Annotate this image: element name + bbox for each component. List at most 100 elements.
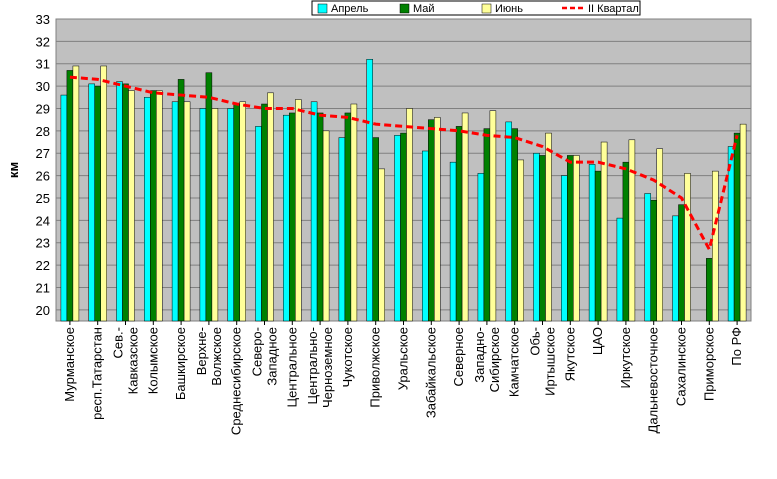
bar-1-7 xyxy=(227,108,234,322)
bar-2-1 xyxy=(66,70,74,322)
y-tick-label: 33 xyxy=(36,12,50,27)
bar-3-16 xyxy=(489,110,497,322)
bar-2-4 xyxy=(150,90,157,322)
bar-2-10 xyxy=(316,112,324,322)
category-label: Северо-Западное xyxy=(250,327,280,386)
category-label: Чукотское xyxy=(340,327,355,388)
y-tick-label: 23 xyxy=(36,236,50,251)
bar-3-1 xyxy=(72,65,80,322)
y-tick-label: 32 xyxy=(36,34,50,49)
bar-1-2 xyxy=(88,83,95,322)
bar-1-16 xyxy=(477,173,485,322)
bar-1-17 xyxy=(505,121,512,322)
bar-1-8 xyxy=(255,126,262,322)
bar-2-22 xyxy=(650,199,657,322)
bar-2-23 xyxy=(678,204,685,322)
category-label: Верхне-Волжское xyxy=(194,327,224,386)
category-label: По РФ xyxy=(729,327,744,366)
bar-1-13 xyxy=(394,135,401,322)
bar-3-23 xyxy=(684,173,691,322)
category-label: Приморское xyxy=(701,327,716,401)
bar-2-15 xyxy=(455,126,463,322)
category-label: Среднесибирское xyxy=(229,327,244,435)
bar-2-3 xyxy=(122,83,129,322)
bar-series xyxy=(60,59,747,322)
legend: Апрель Май Июнь II Квартал xyxy=(311,0,641,16)
y-tick-label: 27 xyxy=(36,146,50,161)
y-tick-label: 21 xyxy=(36,280,50,295)
y-tick-label: 29 xyxy=(36,101,50,116)
category-label: Иркутское xyxy=(618,327,633,389)
bar-3-22 xyxy=(656,148,663,322)
bar-2-11 xyxy=(344,112,352,322)
y-tick-label: 24 xyxy=(36,213,50,228)
bar-1-9 xyxy=(283,114,290,322)
bar-2-25 xyxy=(733,132,741,322)
bar-2-7 xyxy=(233,103,240,322)
bar-3-15 xyxy=(461,112,469,322)
category-label: Центрально-Черноземное xyxy=(305,327,335,408)
bar-2-16 xyxy=(483,128,491,322)
y-tick-label: 25 xyxy=(36,191,50,206)
bar-1-15 xyxy=(449,161,457,322)
bar-1-23 xyxy=(672,215,679,322)
x-axis-labels: Мурманское респ.Татарстан Сев.-Кавказское К… xyxy=(62,321,744,435)
bar-1-3 xyxy=(116,81,123,322)
bar-2-2 xyxy=(94,85,101,322)
bar-3-13 xyxy=(406,108,413,322)
bar-2-14 xyxy=(428,119,435,322)
bar-3-18 xyxy=(545,132,552,322)
bar-1-22 xyxy=(644,193,651,322)
category-label: Обь-Иртышское xyxy=(528,327,558,396)
category-label: Камчатское xyxy=(507,327,522,397)
bar-2-19 xyxy=(567,155,574,322)
category-label: Забайкальское xyxy=(423,327,438,418)
category-label: Северное xyxy=(451,327,466,386)
bar-2-17 xyxy=(511,128,518,322)
bar-2-5 xyxy=(177,79,185,322)
bar-3-25 xyxy=(739,123,747,322)
bar-2-21 xyxy=(622,161,630,322)
y-axis-ticks: 20 21 22 23 24 25 26 27 28 29 30 31 32 33 xyxy=(36,12,50,318)
y-axis-label: км xyxy=(6,162,21,178)
legend-label: Июнь xyxy=(495,3,523,15)
y-tick-label: 22 xyxy=(36,258,50,273)
bar-3-4 xyxy=(156,90,163,322)
bar-1-19 xyxy=(561,175,568,322)
bar-1-12 xyxy=(366,59,373,322)
category-label: Сев.-Кавказское xyxy=(111,327,141,394)
category-label: Западно-Сибирское xyxy=(472,327,502,392)
bar-3-5 xyxy=(183,101,191,322)
bar-2-8 xyxy=(261,103,268,322)
bar-3-2 xyxy=(100,65,107,322)
bar-2-6 xyxy=(205,72,213,322)
category-label: Башкирское xyxy=(173,327,188,400)
legend-box xyxy=(311,0,641,16)
grid-lines xyxy=(56,18,751,311)
category-label: Сахалинское xyxy=(674,327,689,406)
bar-2-12 xyxy=(372,137,379,322)
bar-3-10 xyxy=(322,130,330,322)
y-tick-label: 20 xyxy=(36,303,50,318)
legend-label: Апрель xyxy=(331,3,369,15)
bar-3-12 xyxy=(378,168,385,322)
bar-3-21 xyxy=(628,139,636,322)
legend-swatch xyxy=(317,3,328,14)
bar-3-20 xyxy=(600,141,608,322)
line-quarter xyxy=(69,75,739,254)
bar-2-20 xyxy=(594,170,602,322)
category-label: Центральное xyxy=(284,327,299,407)
bar-3-24 xyxy=(712,170,719,322)
bar-1-6 xyxy=(199,108,207,322)
line-series xyxy=(69,75,739,254)
bar-3-11 xyxy=(350,103,358,322)
bar-3-17 xyxy=(517,159,524,322)
y-tick-label: 31 xyxy=(36,57,50,72)
legend-swatch xyxy=(481,3,492,14)
bar-3-6 xyxy=(211,108,219,322)
bar-1-4 xyxy=(144,97,151,322)
category-label: Дальневосточное xyxy=(646,327,661,433)
bar-2-18 xyxy=(539,155,546,322)
category-label: ЦАО xyxy=(590,327,605,355)
